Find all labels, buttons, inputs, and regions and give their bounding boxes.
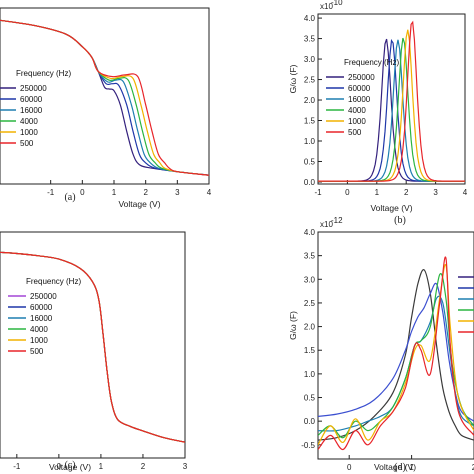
x-tick-label: 2 bbox=[143, 188, 148, 197]
x-tick-label: -1 bbox=[13, 462, 21, 471]
plot-frame bbox=[0, 231, 186, 459]
y-tick-label: 2.5 bbox=[304, 76, 316, 85]
series-line-1 bbox=[318, 282, 474, 422]
legend-label: 16000 bbox=[20, 106, 43, 115]
series-line-500 bbox=[0, 19, 209, 176]
x-tick-label: 1 bbox=[409, 463, 414, 472]
x-tick-label: 4 bbox=[207, 188, 212, 197]
plot-frame bbox=[317, 13, 466, 185]
series-line-0 bbox=[318, 269, 474, 441]
x-tick-label: 1 bbox=[112, 188, 117, 197]
y-tick-label: 3.5 bbox=[304, 252, 316, 261]
series-group bbox=[318, 256, 474, 451]
x-tick-label: 2 bbox=[472, 463, 474, 472]
y-tick-label: 1.0 bbox=[304, 370, 316, 379]
plot-frame bbox=[0, 7, 210, 185]
x-tick-label: 2 bbox=[141, 462, 146, 471]
y-tick-label: 2.0 bbox=[304, 96, 316, 105]
y-tick-label: 3.0 bbox=[304, 275, 316, 284]
legend-label: 250000 bbox=[20, 84, 47, 93]
legend-label: 60000 bbox=[30, 303, 53, 312]
legend-label: 250000 bbox=[30, 292, 57, 301]
legend-label: 250000 bbox=[348, 73, 375, 82]
x-tick-label: 0 bbox=[347, 463, 352, 472]
y-scale-label: x10 bbox=[320, 2, 333, 11]
legend-label: 500 bbox=[348, 128, 362, 137]
x-axis-label: Voltage (V) bbox=[118, 199, 160, 209]
legend: Frequency (Hz) 250000 60000 16000 4000 1000 50… bbox=[0, 69, 71, 148]
x-tick-label: 1 bbox=[375, 188, 380, 197]
legend-label: 4000 bbox=[30, 325, 48, 334]
legend-label: 500 bbox=[30, 347, 44, 356]
y-tick-label: 1.5 bbox=[304, 346, 316, 355]
legend-label: 16000 bbox=[30, 314, 53, 323]
x-tick-label: 1 bbox=[99, 462, 104, 471]
y-tick-label: -0.5 bbox=[301, 441, 315, 450]
y-tick-label: 2.5 bbox=[304, 299, 316, 308]
y-tick-label: 0.5 bbox=[304, 394, 316, 403]
x-tick-label: 3 bbox=[183, 462, 188, 471]
y-axis-label: G/ω (F) bbox=[288, 311, 298, 340]
panel-d: 0 1 2 -0.5 0.0 0.5 1.0 1.5 2.0 2.5 3.0 3.5 4.0 x10-12… bbox=[288, 216, 474, 473]
y-tick-label: 4.0 bbox=[304, 14, 316, 23]
legend-label: 4000 bbox=[348, 106, 366, 115]
y-scale-exponent: -12 bbox=[331, 216, 343, 225]
y-tick-label: 2.0 bbox=[304, 323, 316, 332]
series-group bbox=[318, 20, 465, 182]
y-tick-label: 3.0 bbox=[304, 55, 316, 64]
legend-title: Frequency (Hz) bbox=[26, 277, 81, 286]
legend-label: 60000 bbox=[348, 84, 371, 93]
panel-a: -1 0 1 2 3 4 Voltage (V) (a) Frequency (Hz) 25000… bbox=[0, 7, 212, 209]
series-group bbox=[0, 19, 209, 176]
x-tick-label: 3 bbox=[175, 188, 180, 197]
legend: Frequency (Hz) 250000 60000 16000 4000 1000 50… bbox=[8, 277, 81, 356]
x-tick-label: 0 bbox=[80, 188, 85, 197]
series-line-500 bbox=[0, 251, 185, 443]
x-tick-label: 3 bbox=[433, 188, 438, 197]
legend: Fre bbox=[458, 276, 474, 333]
x-tick-label: -1 bbox=[47, 188, 55, 197]
legend-label: 1000 bbox=[30, 336, 48, 345]
legend-label: 16000 bbox=[348, 95, 371, 104]
y-tick-label: 1.5 bbox=[304, 117, 316, 126]
series-line-2 bbox=[318, 295, 474, 432]
y-tick-label: 4.0 bbox=[304, 228, 316, 237]
legend: Frequency (Hz) 250000 60000 16000 4000 1000 50… bbox=[326, 58, 399, 137]
panel-caption: (c) bbox=[64, 460, 75, 471]
x-tick-label: 2 bbox=[404, 188, 409, 197]
plot-frame bbox=[317, 231, 474, 460]
y-tick-label: 0.0 bbox=[304, 178, 316, 187]
panel-caption: (d) bbox=[394, 462, 406, 473]
legend-label: 60000 bbox=[20, 95, 43, 104]
y-tick-label: 3.5 bbox=[304, 35, 316, 44]
x-tick-label: -1 bbox=[314, 188, 322, 197]
legend-label: 1000 bbox=[20, 128, 38, 137]
legend-title: Frequency (Hz) bbox=[344, 58, 399, 67]
x-tick-label: 4 bbox=[463, 188, 468, 197]
y-scale-exponent: -10 bbox=[331, 0, 343, 7]
y-tick-label: 1.0 bbox=[304, 137, 316, 146]
y-scale-label: x10 bbox=[320, 220, 333, 229]
x-axis-label: Voltage (V) bbox=[374, 462, 416, 472]
panel-caption: (a) bbox=[64, 192, 75, 203]
series-line-500 bbox=[318, 20, 465, 182]
legend-label: 500 bbox=[20, 139, 34, 148]
panel-b: -1 0 1 2 3 40.00.51.01.52.02.53.03.54.0x10-10… bbox=[288, 0, 468, 226]
legend-label: 1000 bbox=[348, 117, 366, 126]
x-tick-label: 0 bbox=[345, 188, 350, 197]
legend-label: 4000 bbox=[20, 117, 38, 126]
x-axis-label: Voltage (V) bbox=[49, 462, 91, 472]
series-group bbox=[0, 251, 185, 443]
y-tick-label: 0.0 bbox=[304, 417, 316, 426]
panel-c: -1 0 1 2 3 Voltage (V)(c) Frequency (Hz) 250000… bbox=[0, 231, 188, 472]
y-axis-label: G/ω (F) bbox=[288, 64, 298, 93]
x-tick-label: 0 bbox=[57, 462, 62, 471]
x-axis-label: Voltage (V) bbox=[370, 203, 412, 213]
panel-caption: (b) bbox=[394, 215, 406, 226]
y-tick-label: 0.5 bbox=[304, 157, 316, 166]
series-line-5 bbox=[318, 256, 474, 451]
legend-title: Frequency (Hz) bbox=[16, 69, 71, 78]
